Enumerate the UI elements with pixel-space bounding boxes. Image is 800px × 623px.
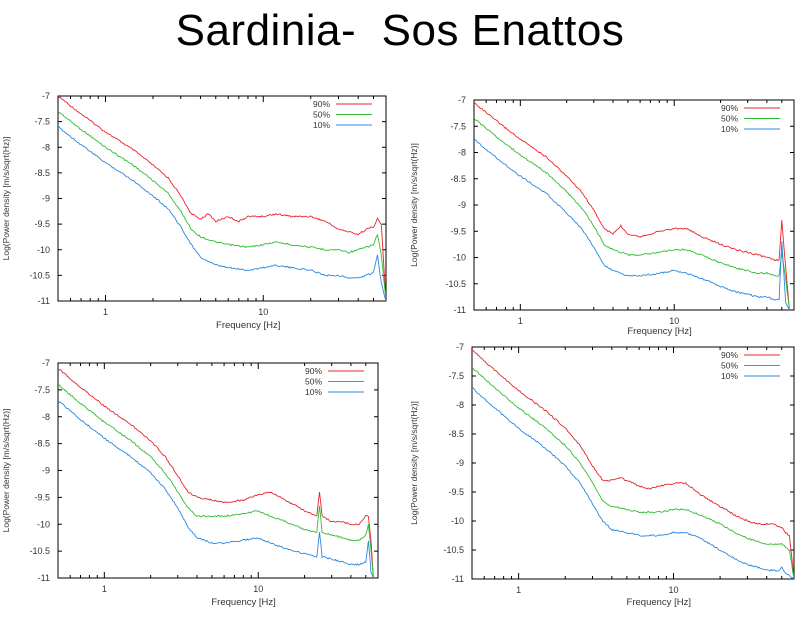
y-tick-label: -11 [452, 574, 464, 584]
series-line-10pct [58, 400, 374, 578]
y-tick-label: -9.5 [34, 219, 50, 229]
y-tick-label: -8.5 [448, 429, 464, 439]
x-tick-label: 1 [103, 307, 108, 317]
y-tick-label: -8 [42, 412, 50, 422]
y-tick-label: -8 [458, 148, 466, 158]
legend-label: 10% [305, 387, 322, 397]
y-tick-label: -9 [456, 458, 464, 468]
series-line-50pct [474, 117, 790, 310]
y-tick-label: -9 [458, 200, 466, 210]
y-tick-label: -7 [456, 342, 464, 352]
series-line-50pct [58, 110, 386, 301]
y-tick-label: -10 [37, 245, 50, 255]
psd-chart: -7 -7.5 -8 -8.5 -9 -9.5 -10 -10.5 -11 1 10 Frequenc… [409, 342, 795, 608]
chart-panel-top-right: -7 -7.5 -8 -8.5 -9 -9.5 -10 -10.5 -11 1 10 Frequenc… [408, 88, 800, 340]
y-axis-label: Log(Power density [m/s/sqrt(Hz)] [409, 401, 419, 525]
x-axis-label: Frequency [Hz] [216, 320, 280, 331]
y-tick-label: -7.5 [448, 371, 464, 381]
psd-chart: -7 -7.5 -8 -8.5 -9 -9.5 -10 -10.5 -11 1 10 Frequenc… [1, 91, 387, 331]
x-axis-label: Frequency [Hz] [627, 597, 691, 608]
plot-frame [471, 346, 795, 580]
y-axis-label: Log(Power density [m/s/sqrt(Hz)] [1, 137, 11, 261]
page-title: Sardinia- Sos Enattos [175, 6, 625, 55]
psd-chart: -7 -7.5 -8 -8.5 -9 -9.5 -10 -10.5 -11 1 10Frequenc… [409, 95, 795, 337]
legend-label: 90% [721, 350, 738, 360]
y-tick-label: -11 [38, 573, 50, 583]
legend-label: 10% [313, 120, 330, 130]
y-tick-label: -10 [451, 516, 464, 526]
y-tick-label: -7 [458, 95, 466, 105]
y-tick-label: -7.5 [450, 121, 466, 131]
x-tick-label: 1 [518, 316, 523, 326]
y-tick-label: -10.5 [445, 279, 466, 289]
series-line-90pct [58, 368, 374, 578]
y-tick-label: -11 [38, 296, 50, 306]
psd-chart: -7 -7.5 -8 -8.5 -9 -9.5 -10 -10.5 -11 1 10 Frequenc… [1, 358, 379, 608]
y-tick-label: -9.5 [448, 487, 464, 497]
y-tick-label: -7 [42, 91, 50, 101]
plot-frame [57, 95, 387, 302]
plot-frame [57, 362, 379, 579]
y-tick-label: -9.5 [450, 226, 466, 236]
series-line-10pct [58, 125, 386, 301]
series-line-90pct [58, 96, 386, 301]
y-tick-label: -9.5 [34, 492, 50, 502]
y-tick-label: -10.5 [443, 545, 464, 555]
x-tick-label: 10 [253, 584, 263, 594]
x-tick-label: 10 [669, 316, 679, 326]
y-tick-label: -11 [454, 305, 466, 315]
y-axis-label: Log(Power density [m/s/sqrt(Hz)] [1, 409, 11, 533]
y-tick-label: -8.5 [450, 174, 466, 184]
y-tick-label: -8.5 [34, 439, 50, 449]
x-tick-label: 1 [516, 585, 521, 595]
legend-label: 90% [313, 99, 330, 109]
y-tick-label: -10.5 [29, 270, 50, 280]
y-tick-label: -10 [37, 519, 50, 529]
y-tick-label: -7.5 [34, 117, 50, 127]
x-axis-label: Frequency [Hz] [211, 597, 275, 608]
series-line-50pct [472, 367, 794, 579]
y-tick-label: -8 [456, 400, 464, 410]
x-tick-label: 10 [258, 307, 268, 317]
legend-label: 50% [305, 377, 322, 387]
y-tick-label: -8 [42, 142, 50, 152]
legend-label: 50% [721, 114, 738, 124]
series-line-10pct [472, 387, 794, 579]
legend-label: 90% [721, 103, 738, 113]
y-tick-label: -9 [42, 194, 50, 204]
chart-panel-top-left: -7 -7.5 -8 -8.5 -9 -9.5 -10 -10.5 -11 1 10 Frequenc… [0, 86, 392, 340]
x-tick-label: 10 [668, 585, 678, 595]
legend-label: 50% [721, 361, 738, 371]
x-tick-label: 1 [102, 584, 107, 594]
series-line-90pct [472, 350, 794, 579]
series-line-50pct [58, 383, 374, 578]
chart-panel-bottom-left: -7 -7.5 -8 -8.5 -9 -9.5 -10 -10.5 -11 1 10 Frequenc… [0, 353, 392, 615]
legend-label: 10% [721, 371, 738, 381]
chart-panel-bottom-right: -7 -7.5 -8 -8.5 -9 -9.5 -10 -10.5 -11 1 10 Frequenc… [408, 337, 800, 617]
series-line-90pct [474, 101, 790, 310]
legend-label: 50% [313, 110, 330, 120]
y-tick-label: -10.5 [29, 546, 50, 556]
y-tick-label: -10 [453, 253, 466, 263]
series-line-10pct [474, 138, 790, 310]
legend-label: 10% [721, 124, 738, 134]
y-tick-label: -7 [42, 358, 50, 368]
x-axis-label: Frequency [Hz] [627, 326, 691, 337]
y-tick-label: -8.5 [34, 168, 50, 178]
y-axis-label: Log(Power density [m/s/sqrt(Hz)] [409, 143, 419, 267]
y-tick-label: -9 [42, 466, 50, 476]
y-tick-label: -7.5 [34, 385, 50, 395]
plot-frame [473, 99, 795, 311]
legend-label: 90% [305, 366, 322, 376]
